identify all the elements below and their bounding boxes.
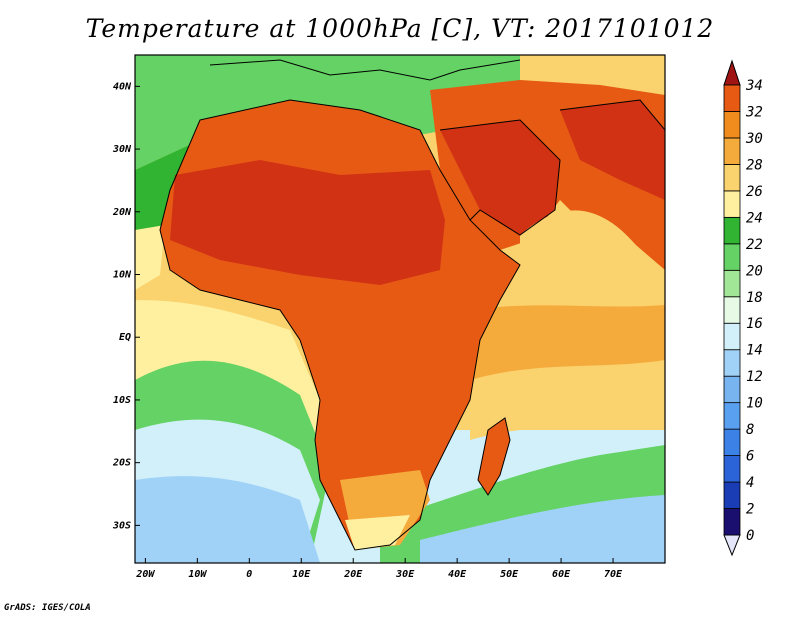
colorbar-level-label: 2 — [746, 502, 754, 518]
colorbar-box — [723, 243, 741, 271]
colorbar-box — [723, 402, 741, 430]
colorbar-box — [723, 137, 741, 165]
y-axis: 40N 30N 20N 10N EQ 10S 20S 30S — [112, 81, 140, 531]
colorbar-box — [723, 508, 741, 536]
colorbar-level-label: 26 — [746, 184, 763, 200]
x-tick-label: 20W — [135, 569, 155, 580]
colorbar-box — [723, 111, 741, 139]
colorbar-box — [723, 216, 741, 245]
colorbar-level-label: 30 — [745, 131, 763, 147]
colorbar-box — [723, 481, 741, 509]
y-tick-label: 10N — [113, 270, 132, 281]
colorbar-level-label: 10 — [746, 396, 763, 412]
y-tick-label: 30S — [112, 520, 131, 531]
colorbar-box — [723, 322, 741, 351]
colorbar-level-label: 22 — [746, 237, 763, 253]
x-tick-label: 10W — [188, 569, 207, 580]
map-field — [135, 55, 665, 563]
colorbar-level-label: 12 — [746, 369, 763, 385]
colorbar-level-label: 16 — [746, 316, 763, 332]
x-axis: 20W 10W 0 10E 20E 30E 40E 50E 60E 70E — [135, 558, 623, 580]
colorbar-level-label: 24 — [746, 210, 763, 226]
colorbar-box — [723, 349, 741, 377]
colorbar-box — [723, 455, 741, 483]
x-tick-label: 30E — [395, 569, 415, 580]
x-tick-label: 0 — [246, 569, 252, 580]
colorbar-level-label: 8 — [746, 422, 754, 438]
y-tick-label: EQ — [119, 332, 131, 343]
colorbar-level-label: 28 — [746, 157, 763, 173]
grads-credit: GrADS: IGES/COLA — [4, 603, 91, 613]
colorbar-top-arrow — [723, 59, 741, 86]
colorbar-box — [723, 164, 741, 192]
colorbar-box — [723, 269, 741, 298]
colorbar-box — [723, 84, 741, 112]
colorbar-level-label: 18 — [746, 290, 763, 306]
x-tick-label: 50E — [500, 569, 519, 580]
colorbar-level-label: 14 — [746, 343, 763, 359]
x-tick-label: 60E — [552, 569, 571, 580]
colorbar-box — [723, 296, 741, 324]
colorbar-box — [723, 428, 741, 456]
colorbar-level-label: 6 — [746, 449, 754, 465]
y-tick-label: 20N — [112, 207, 132, 218]
x-tick-label: 70E — [604, 569, 623, 580]
colorbar-box — [723, 375, 741, 404]
map-title: Temperature at 1000hPa [C], VT: 20171010… — [85, 14, 715, 43]
colorbar-level-label: 34 — [745, 78, 763, 94]
colorbar-level-label: 20 — [746, 263, 763, 279]
coastlines — [159, 59, 665, 551]
map-frame — [134, 54, 666, 564]
colorbar-box — [723, 190, 741, 218]
colorbar-level-label: 32 — [745, 104, 763, 120]
y-tick-label: 30N — [112, 144, 132, 155]
y-tick-label: 10S — [113, 395, 131, 406]
y-tick-label: 20S — [112, 458, 131, 469]
x-tick-label: 10E — [292, 569, 311, 580]
colorbar-level-label: 0 — [746, 528, 754, 544]
colorbar-bottom-arrow — [723, 534, 741, 557]
x-tick-label: 20E — [343, 569, 363, 580]
colorbar-level-label: 4 — [746, 475, 754, 491]
x-tick-label: 40E — [448, 569, 467, 580]
y-tick-label: 40N — [113, 81, 132, 92]
